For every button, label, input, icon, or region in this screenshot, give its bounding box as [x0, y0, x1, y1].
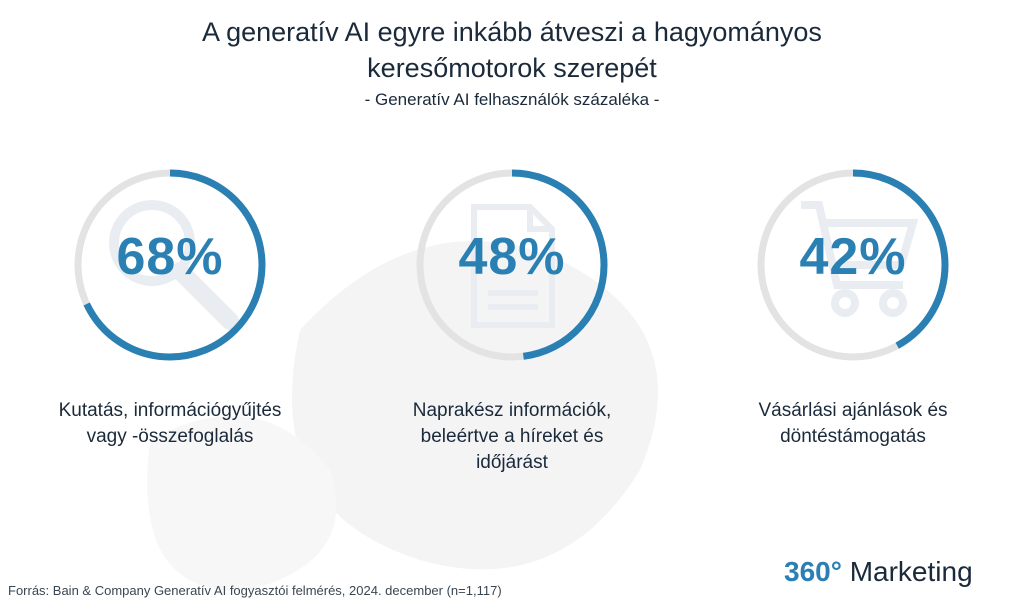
chart-subtitle: - Generatív AI felhasználók százaléka - [364, 90, 660, 109]
label-line: időjárást [476, 452, 548, 473]
title-line-2: keresőmotorok szerepét [367, 53, 657, 83]
label-line: Kutatás, információgyűjtés [58, 400, 282, 421]
donut-svg-3 [757, 169, 949, 361]
label-line: vagy -összefoglalás [86, 426, 254, 447]
source-note: Forrás: Bain & Company Generatív AI fogy… [8, 583, 502, 598]
document-icon [471, 204, 555, 328]
category-label-3: Vásárlási ajánlások és döntéstámogatás [703, 398, 1003, 450]
logo-number: 360° [784, 556, 842, 587]
donut-chart-2: 48% [412, 165, 612, 365]
title-line-1: A generatív AI egyre inkább átveszi a ha… [202, 17, 822, 47]
donut-value: 48% [458, 228, 566, 286]
donut-chart-3: 42% [753, 165, 953, 365]
brand-logo: 360° Marketing [784, 556, 973, 588]
donut-value: 68% [116, 228, 224, 286]
donut-svg-2 [416, 169, 608, 361]
magnifier-icon [109, 200, 239, 330]
donut-chart-1: 68% [70, 165, 270, 365]
label-line: Naprakész információk, [412, 400, 612, 421]
shopping-cart-icon [801, 201, 919, 317]
logo-word: Marketing [849, 556, 973, 587]
donut-arc [74, 169, 266, 361]
category-label-2: Naprakész információk, beleértve a hírek… [362, 398, 662, 476]
donut-arc [416, 169, 608, 361]
label-line: beleértve a híreket és [420, 426, 604, 447]
donut-value: 42% [799, 228, 907, 286]
category-label-1: Kutatás, információgyűjtés vagy -összefo… [20, 398, 320, 450]
donut-arc [757, 169, 949, 361]
donut-svg-1 [74, 169, 266, 361]
chart-title: A generatív AI egyre inkább átveszi a ha… [0, 14, 1024, 86]
label-line: Vásárlási ajánlások és [758, 400, 948, 421]
label-line: döntéstámogatás [780, 426, 926, 447]
